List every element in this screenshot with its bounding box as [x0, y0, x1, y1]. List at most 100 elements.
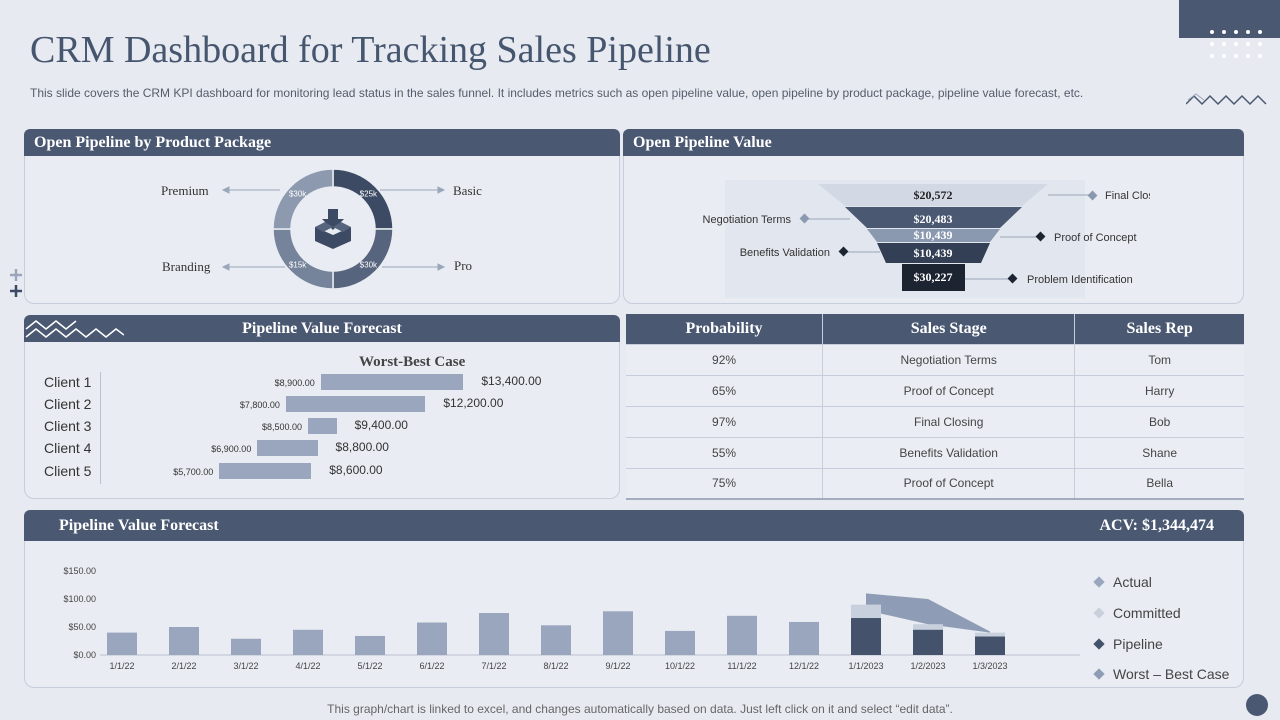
x-tick-label: 1/1/2023	[848, 661, 883, 671]
table-cell: Tom	[1074, 343, 1244, 375]
client-low-label: $6,900.00	[211, 444, 252, 454]
table-cell: 97%	[626, 405, 824, 437]
funnel-problem-identification	[902, 264, 965, 291]
actual-bar	[541, 625, 571, 655]
table-cell: 75%	[626, 467, 824, 500]
actual-bar	[603, 611, 633, 655]
client-range-bar	[257, 440, 318, 456]
client-high-label: $8,600.00	[329, 463, 383, 477]
actual-bar	[417, 622, 447, 655]
y-tick-label: $0.00	[73, 650, 96, 660]
premium-label: Premium	[161, 183, 209, 198]
forecast-clients-header: Pipeline Value Forecast	[24, 315, 620, 342]
client-range-bar	[308, 418, 337, 434]
table-cell: 55%	[626, 436, 824, 468]
funnel-label-4: Benefits Validation	[740, 247, 830, 259]
legend-worst-best: Worst – Best Case	[1093, 666, 1230, 682]
actual-bar	[107, 632, 137, 655]
branding-label: Branding	[162, 259, 211, 274]
donut-slice-label: $25k	[360, 190, 378, 199]
client-label: Client 1	[44, 374, 92, 390]
client-label: Client 5	[44, 463, 92, 479]
table-row: 55% Benefits Validation Shane	[626, 436, 1244, 468]
table-row: 92% Negotiation Terms Tom	[626, 343, 1244, 375]
bottom-forecast-title: Pipeline Value Forecast	[59, 516, 219, 534]
x-tick-label: 3/1/22	[233, 661, 258, 671]
funnel-benefits	[877, 243, 990, 263]
table-cell: Harry	[1074, 374, 1244, 406]
pipeline-bar	[975, 636, 1005, 655]
table-cell: 65%	[626, 374, 824, 406]
donut-slice-label: $30k	[360, 260, 378, 269]
funnel-value-1: $20,572	[914, 188, 953, 202]
box-download-icon	[315, 209, 351, 249]
funnel-label-5: Problem Identification	[1027, 274, 1133, 286]
y-tick-label: $150.00	[63, 566, 96, 576]
sales-stage-table: Probability Sales Stage Sales Rep 92% Neg…	[626, 314, 1244, 500]
actual-bar	[293, 629, 323, 655]
client-high-label: $9,400.00	[354, 418, 408, 432]
legend-actual: Actual	[1093, 574, 1152, 590]
diamond-icon	[1093, 607, 1105, 619]
x-tick-label: 2/1/22	[171, 661, 196, 671]
table-cell: 92%	[626, 343, 824, 375]
donut-slice-label: $30k	[289, 190, 307, 199]
x-tick-label: 1/3/2023	[972, 661, 1007, 671]
client-low-label: $5,700.00	[173, 467, 214, 477]
client-low-label: $8,900.00	[274, 378, 315, 388]
actual-bar	[169, 627, 199, 655]
legend-pipeline-label: Pipeline	[1113, 636, 1163, 652]
x-tick-label: 10/1/22	[665, 661, 695, 671]
y-tick-label: $50.00	[68, 622, 96, 632]
actual-bar	[479, 613, 509, 655]
actual-bar	[789, 621, 819, 655]
x-tick-label: 4/1/22	[295, 661, 320, 671]
product-package-header: Open Pipeline by Product Package	[24, 129, 620, 156]
legend-pipeline: Pipeline	[1093, 636, 1163, 652]
pro-label: Pro	[454, 258, 473, 273]
table-cell: Negotiation Terms	[822, 343, 1076, 375]
funnel-label-2: Negotiation Terms	[703, 214, 792, 226]
x-tick-label: 1/1/22	[109, 661, 134, 671]
open-pipeline-header: Open Pipeline Value	[623, 129, 1244, 156]
table-row: 75% Proof of Concept Bella	[626, 467, 1244, 500]
funnel-proof-concept	[867, 229, 1000, 242]
actual-bar	[231, 638, 261, 655]
x-tick-label: 9/1/22	[605, 661, 630, 671]
table-header-sales-rep: Sales Rep	[1074, 314, 1244, 344]
funnel-negotiation	[845, 207, 1022, 228]
table-cell: Bob	[1074, 405, 1244, 437]
pipeline-bar	[851, 618, 881, 655]
funnel-final-closing	[818, 184, 1048, 206]
x-tick-label: 1/2/2023	[910, 661, 945, 671]
arrow-connectors	[221, 186, 446, 271]
funnel-value-3: $10,439	[914, 228, 953, 242]
table-header-probability: Probability	[626, 314, 824, 344]
legend-actual-label: Actual	[1113, 574, 1152, 590]
actual-bar	[665, 630, 695, 655]
funnel-value-2: $20,483	[914, 212, 953, 226]
table-row: 65% Proof of Concept Harry	[626, 374, 1244, 406]
funnel-value-4: $10,439	[914, 246, 953, 260]
corner-decoration	[1179, 0, 1280, 38]
worst-best-title: Worst-Best Case	[359, 354, 466, 370]
diamond-icon	[1093, 668, 1105, 680]
client-range-bar	[219, 463, 312, 479]
diamond-icon	[1093, 638, 1105, 650]
client-range-bar	[285, 396, 426, 412]
y-tick-label: $100.00	[63, 594, 96, 604]
zigzag-decoration	[1186, 93, 1267, 106]
x-tick-label: 12/1/22	[789, 661, 819, 671]
forecast-axis-line	[100, 372, 101, 484]
client-high-label: $13,400.00	[481, 374, 542, 388]
pipeline-bar	[913, 629, 943, 655]
bottom-forecast-header: Pipeline Value Forecast ACV: $1,344,474	[24, 510, 1244, 541]
funnel-label-1: Final Closing	[1105, 190, 1150, 202]
x-tick-label: 5/1/22	[357, 661, 382, 671]
table-cell: Final Closing	[822, 405, 1076, 437]
basic-label: Basic	[453, 183, 482, 198]
legend-worst-best-label: Worst – Best Case	[1113, 666, 1230, 682]
page-subtitle: This slide covers the CRM KPI dashboard …	[30, 86, 1084, 100]
client-label: Client 2	[44, 396, 92, 412]
donut-slice-label: $15k	[289, 260, 307, 269]
